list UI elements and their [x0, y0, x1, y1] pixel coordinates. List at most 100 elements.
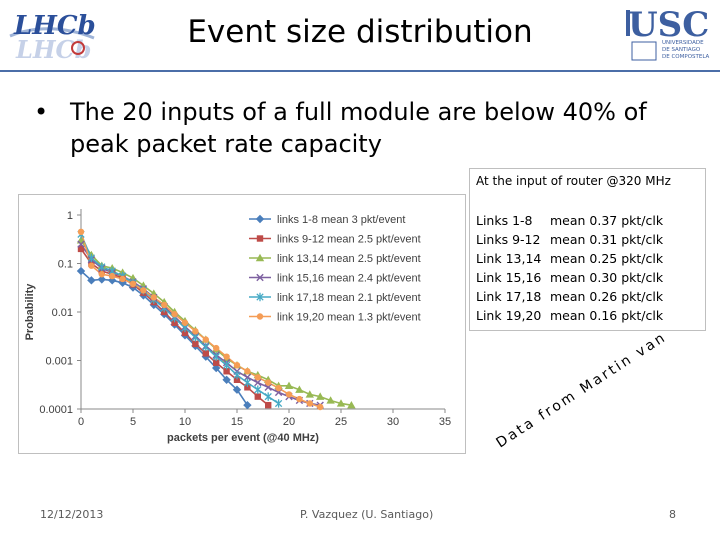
data-point — [192, 340, 199, 348]
data-point — [202, 336, 209, 343]
data-point — [222, 375, 231, 385]
data-point — [77, 240, 85, 248]
data-point — [244, 384, 251, 391]
data-point — [87, 276, 96, 285]
data-point — [150, 294, 157, 301]
svg-text:DE COMPOSTELA: DE COMPOSTELA — [662, 54, 710, 60]
lhcb-logo: LHCb LHCb — [4, 6, 100, 64]
data-point — [254, 385, 262, 394]
data-point — [161, 301, 168, 309]
page-title: Event size distribution — [187, 14, 533, 50]
x-tick-label: 15 — [231, 416, 243, 428]
x-tick-label: 0 — [78, 416, 84, 428]
data-point — [212, 352, 220, 361]
data-point — [243, 373, 252, 382]
data-point — [317, 403, 324, 411]
bullet-dot-icon: • — [34, 98, 49, 126]
info-row-value: mean 0.26 pkt/clk — [550, 289, 664, 304]
data-point — [233, 370, 241, 380]
data-point — [265, 401, 272, 409]
data-point — [305, 390, 314, 398]
data-point — [77, 228, 85, 236]
legend-label: link 17,18 mean 2.1 pkt/event — [277, 292, 421, 304]
info-row-value: mean 0.16 pkt/clk — [550, 308, 664, 323]
legend-label: links 9-12 mean 2.5 pkt/event — [277, 234, 421, 246]
data-point — [233, 376, 241, 384]
data-point — [213, 344, 220, 352]
svg-text:UNIVERSIDADE: UNIVERSIDADE — [662, 40, 704, 46]
info-row: Link 15,16 mean 0.30 pkt/clk — [476, 270, 663, 285]
x-tick-label: 10 — [179, 416, 191, 428]
y-axis-label: Probability — [24, 283, 36, 341]
data-point — [213, 359, 220, 366]
y-tick-label: 0.1 — [58, 259, 73, 271]
data-point — [254, 378, 262, 387]
data-point — [97, 275, 106, 284]
data-point — [295, 385, 304, 393]
data-point — [306, 400, 313, 407]
chart-svg: 1 0.1 0.01 0.001 0.0001 0 5 10 15 20 25 30 35 packets… — [24, 209, 451, 444]
data-point — [254, 374, 261, 381]
data-point — [76, 266, 86, 276]
data-point — [275, 384, 282, 392]
data-point — [140, 287, 147, 294]
data-point — [222, 361, 231, 370]
info-row-label: Link 13,14 — [476, 251, 542, 266]
info-row-value: mean 0.37 pkt/clk — [550, 213, 664, 228]
data-point — [326, 396, 335, 404]
series-line — [80, 243, 321, 406]
data-point — [274, 399, 283, 408]
data-point — [181, 329, 189, 337]
event-size-chart: 1 0.1 0.01 0.001 0.0001 0 5 10 15 20 25 30 35 packets… — [18, 194, 466, 454]
data-point — [244, 368, 251, 375]
data-point — [284, 381, 294, 390]
data-point — [171, 319, 178, 326]
data-point — [98, 262, 106, 272]
info-row: Links 1-8 mean 0.37 pkt/clk — [476, 213, 663, 228]
data-point — [88, 262, 95, 269]
footer-page-number: 8 — [669, 508, 676, 521]
data-point — [191, 333, 200, 342]
data-point — [256, 292, 264, 302]
usc-logo: USC UNIVERSIDADE DE SANTIAGO DE COMPOSTE… — [626, 4, 716, 62]
data-point — [232, 385, 242, 394]
info-row-label: Link 17,18 — [476, 289, 542, 304]
y-tick-label: 0.001 — [45, 356, 73, 368]
data-point — [243, 400, 252, 410]
info-row: Links 9-12 mean 0.31 pkt/clk — [476, 232, 663, 247]
data-point — [119, 275, 126, 283]
data-point — [109, 272, 116, 280]
usc-logo-text: USC — [628, 5, 709, 45]
y-tick-label: 0.0001 — [39, 404, 73, 416]
info-row-value: mean 0.31 pkt/clk — [550, 232, 664, 247]
data-point — [347, 400, 356, 409]
legend-label: links 1-8 mean 3 pkt/event — [277, 214, 405, 226]
router-input-info-box: At the input of router @320 MHz Links 1-… — [469, 168, 706, 331]
svg-text:LHCb: LHCb — [15, 35, 91, 64]
legend-label: link 15,16 mean 2.4 pkt/event — [277, 273, 421, 285]
data-point — [202, 350, 209, 357]
svg-text:DE SANTIAGO: DE SANTIAGO — [662, 47, 701, 53]
info-row-label: Links 1-8 — [476, 213, 533, 228]
data-point — [256, 313, 264, 320]
data-point — [264, 383, 272, 392]
y-tick-label: 0.01 — [52, 307, 73, 319]
data-point — [77, 245, 85, 253]
info-row-label: Link 19,20 — [476, 308, 542, 323]
x-tick-label: 5 — [130, 416, 136, 428]
data-point — [255, 214, 265, 224]
credit-text: Data from Martin van Beuzekom — [493, 330, 670, 450]
lhcb-logo-text: LHCb — [13, 11, 96, 41]
data-point — [255, 253, 265, 262]
x-tick-label: 30 — [387, 416, 399, 428]
info-row: Link 19,20 mean 0.16 pkt/clk — [476, 308, 663, 323]
data-point — [233, 362, 241, 369]
data-point — [192, 328, 199, 335]
data-point — [256, 235, 264, 242]
x-tick-label: 20 — [283, 416, 295, 428]
footer-date: 12/12/2013 — [40, 508, 104, 521]
data-point — [296, 395, 303, 403]
data-point — [265, 379, 272, 386]
data-point — [264, 392, 272, 401]
data-point — [223, 353, 230, 360]
